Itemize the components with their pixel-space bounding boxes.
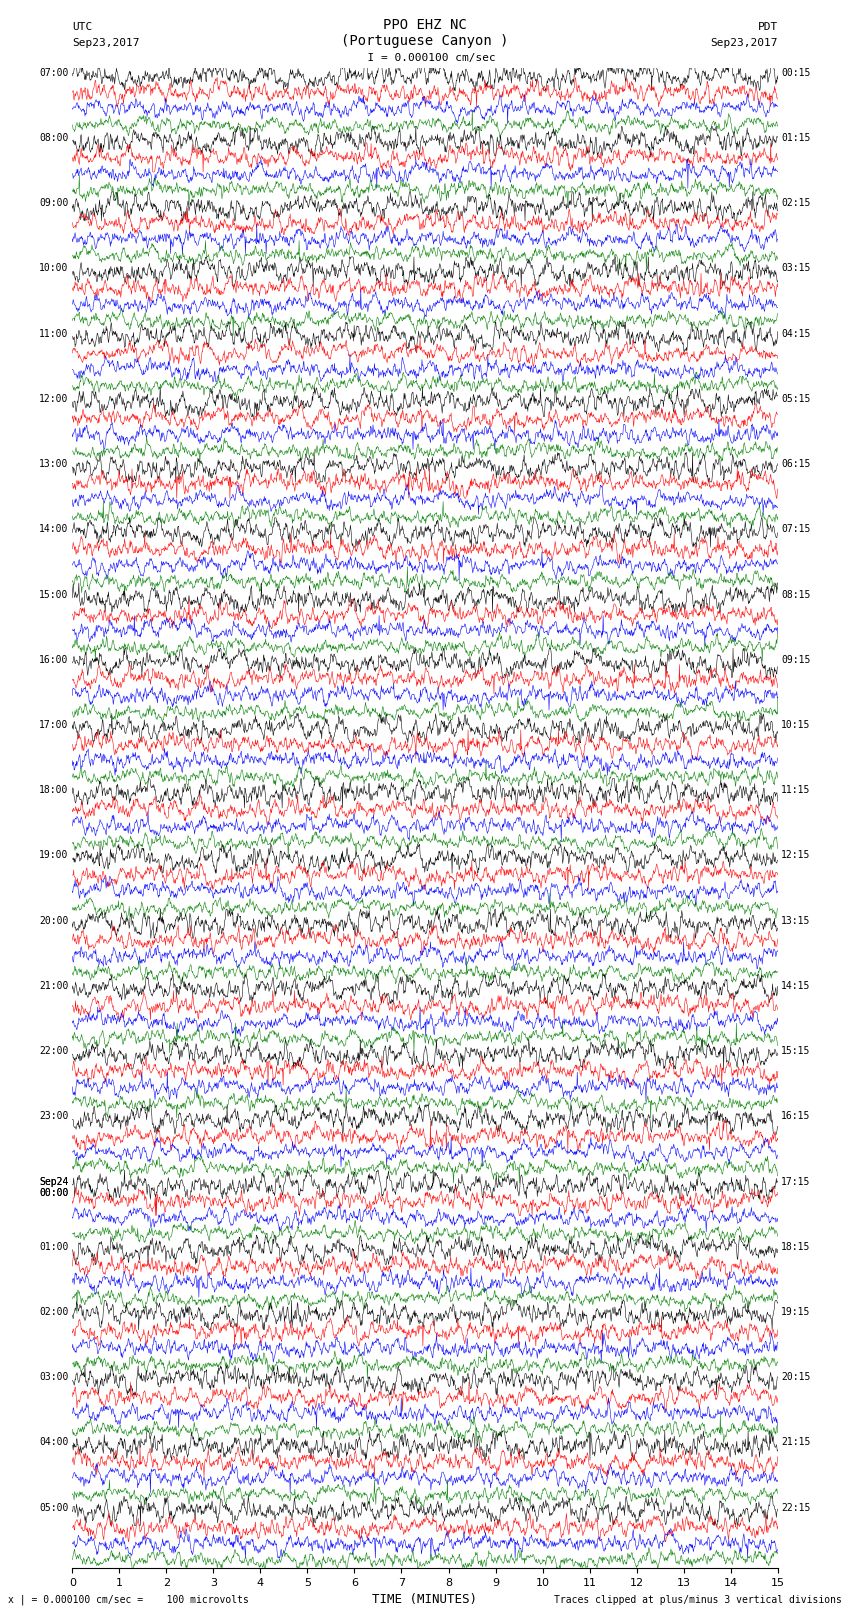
Text: 21:15: 21:15	[781, 1437, 811, 1447]
Text: PPO EHZ NC: PPO EHZ NC	[383, 18, 467, 32]
Text: 15:00: 15:00	[39, 589, 69, 600]
Text: 09:00: 09:00	[39, 198, 69, 208]
Text: Sep23,2017: Sep23,2017	[72, 39, 139, 48]
Text: Sep24
00:00: Sep24 00:00	[39, 1176, 69, 1198]
Text: 10:15: 10:15	[781, 719, 811, 731]
Text: 05:15: 05:15	[781, 394, 811, 403]
Text: 17:15: 17:15	[781, 1176, 811, 1187]
Text: 04:00: 04:00	[39, 1437, 69, 1447]
Text: 09:15: 09:15	[781, 655, 811, 665]
Text: 10:00: 10:00	[39, 263, 69, 274]
Text: 16:15: 16:15	[781, 1111, 811, 1121]
Text: 04:15: 04:15	[781, 329, 811, 339]
Text: 19:15: 19:15	[781, 1307, 811, 1316]
Text: 14:00: 14:00	[39, 524, 69, 534]
Text: 20:15: 20:15	[781, 1373, 811, 1382]
Text: Sep23,2017: Sep23,2017	[711, 39, 778, 48]
Text: 14:15: 14:15	[781, 981, 811, 990]
Text: 00:15: 00:15	[781, 68, 811, 77]
Text: 03:15: 03:15	[781, 263, 811, 274]
Text: 20:00: 20:00	[39, 916, 69, 926]
Text: 06:15: 06:15	[781, 460, 811, 469]
Text: 01:15: 01:15	[781, 132, 811, 144]
Text: 01:00: 01:00	[39, 1242, 69, 1252]
Text: 22:00: 22:00	[39, 1047, 69, 1057]
Text: 05:00: 05:00	[39, 1503, 69, 1513]
Text: 07:15: 07:15	[781, 524, 811, 534]
Text: 21:00: 21:00	[39, 981, 69, 990]
X-axis label: TIME (MINUTES): TIME (MINUTES)	[372, 1594, 478, 1607]
Text: 11:15: 11:15	[781, 786, 811, 795]
Text: 07:00: 07:00	[39, 68, 69, 77]
Text: UTC: UTC	[72, 23, 93, 32]
Text: 18:15: 18:15	[781, 1242, 811, 1252]
Text: 16:00: 16:00	[39, 655, 69, 665]
Text: x | = 0.000100 cm/sec =    100 microvolts: x | = 0.000100 cm/sec = 100 microvolts	[8, 1594, 249, 1605]
Text: 13:00: 13:00	[39, 460, 69, 469]
Text: 08:15: 08:15	[781, 589, 811, 600]
Text: 11:00: 11:00	[39, 329, 69, 339]
Text: (Portuguese Canyon ): (Portuguese Canyon )	[341, 34, 509, 48]
Text: 13:15: 13:15	[781, 916, 811, 926]
Text: Traces clipped at plus/minus 3 vertical divisions: Traces clipped at plus/minus 3 vertical …	[553, 1595, 842, 1605]
Text: 19:00: 19:00	[39, 850, 69, 860]
Text: 17:00: 17:00	[39, 719, 69, 731]
Text: I = 0.000100 cm/sec: I = 0.000100 cm/sec	[354, 53, 496, 63]
Text: 18:00: 18:00	[39, 786, 69, 795]
Text: 12:00: 12:00	[39, 394, 69, 403]
Text: Sep24
00:00: Sep24 00:00	[39, 1176, 69, 1198]
Text: 12:15: 12:15	[781, 850, 811, 860]
Text: 08:00: 08:00	[39, 132, 69, 144]
Text: 15:15: 15:15	[781, 1047, 811, 1057]
Text: 23:00: 23:00	[39, 1111, 69, 1121]
Text: PDT: PDT	[757, 23, 778, 32]
Text: 03:00: 03:00	[39, 1373, 69, 1382]
Text: 22:15: 22:15	[781, 1503, 811, 1513]
Text: 02:15: 02:15	[781, 198, 811, 208]
Text: 02:00: 02:00	[39, 1307, 69, 1316]
